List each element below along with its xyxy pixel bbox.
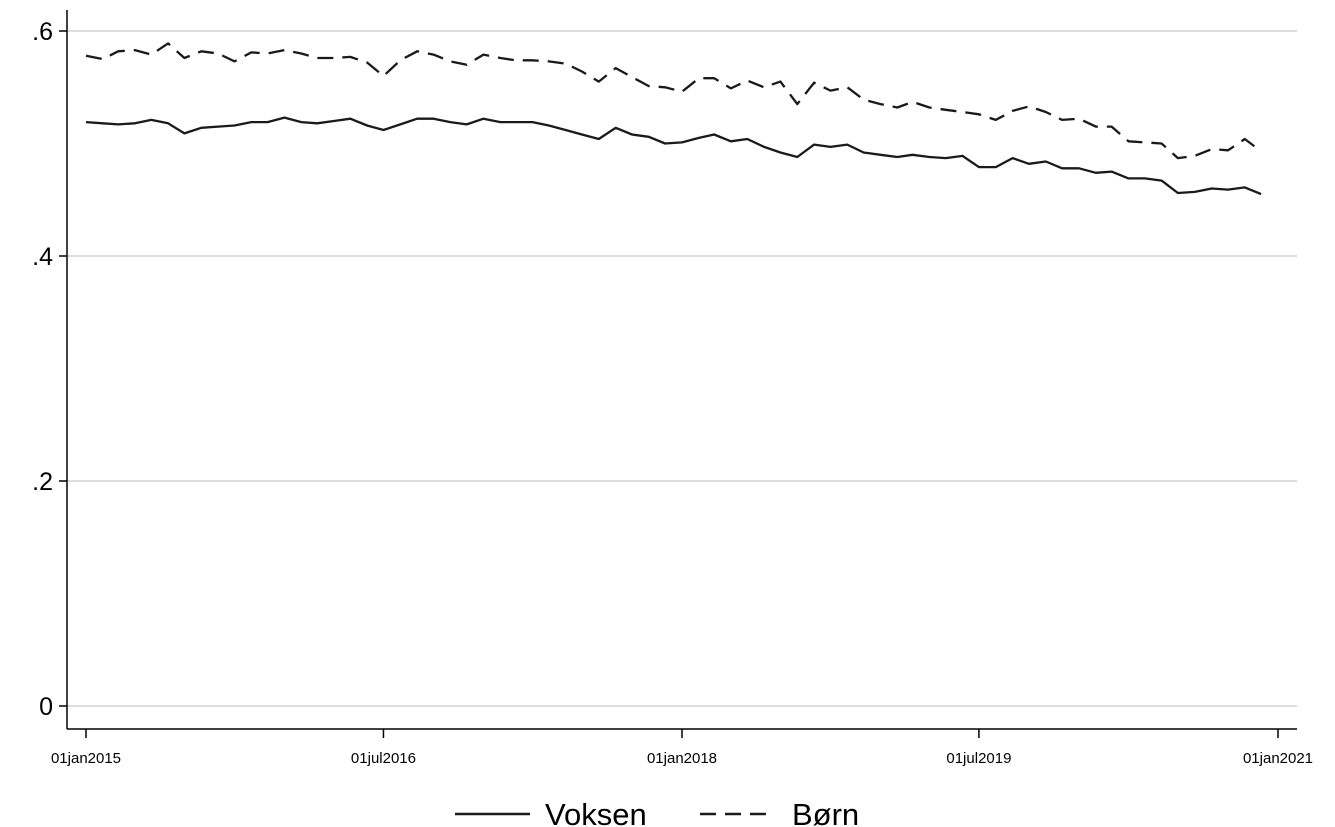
gridlines [67,30,1297,707]
x-tick-label: 01jul2016 [351,750,416,767]
legend-label-born: Børn [792,797,859,827]
x-tick-label: 01jan2021 [1243,750,1313,767]
y-ticks: 0 .2 .4 .6 [32,18,67,721]
series-lines [85,42,1262,196]
legend: Voksen Børn [455,797,859,827]
series-line-born [85,42,1262,160]
y-tick-label: .4 [32,243,53,271]
y-tick-label: 0 [39,693,53,721]
y-tick-label: .2 [32,468,53,496]
x-ticks: 01jan2015 01jul2016 01jan2018 01jul2019 01ja… [51,729,1313,767]
x-tick-label: 01jan2015 [51,750,121,767]
x-tick-label: 01jul2019 [946,750,1011,767]
axes [66,10,1297,730]
series-line-voksen [85,116,1262,196]
x-tick-label: 01jan2018 [647,750,717,767]
legend-label-voksen: Voksen [545,797,647,827]
y-tick-label: .6 [32,18,53,46]
